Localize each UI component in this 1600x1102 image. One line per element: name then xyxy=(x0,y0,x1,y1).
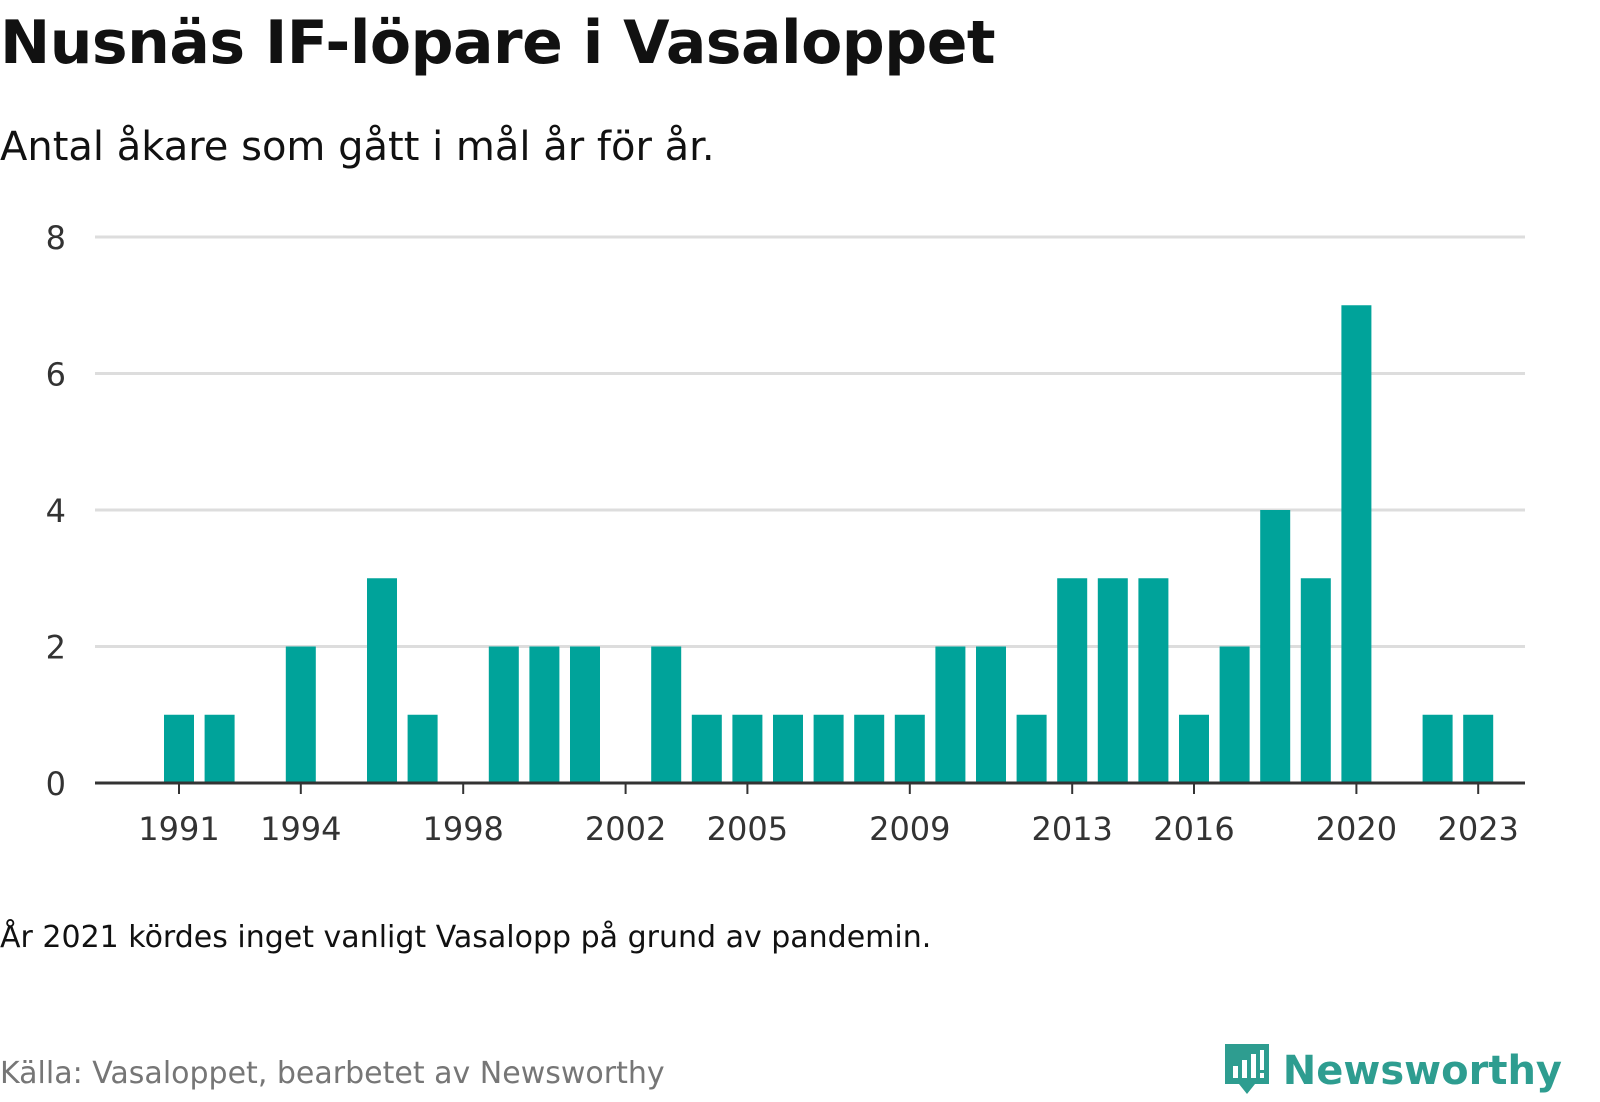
bar-1992 xyxy=(204,714,235,783)
bar-2017 xyxy=(1219,646,1250,783)
y-tick-label: 0 xyxy=(46,765,66,803)
x-tick-label: 1994 xyxy=(260,810,341,848)
bar-2006 xyxy=(773,714,803,783)
x-tick-label: 2013 xyxy=(1031,810,1112,848)
bar-2010 xyxy=(935,646,966,783)
chart-title: Nusnäs IF-löpare i Vasaloppet xyxy=(0,8,996,78)
y-tick-label: 6 xyxy=(46,356,66,394)
bar-2000 xyxy=(529,646,560,783)
bar-2014 xyxy=(1097,578,1128,783)
bar-1996 xyxy=(367,578,397,783)
newsworthy-logo-text: Newsworthy xyxy=(1282,1048,1562,1094)
bar-2011 xyxy=(976,646,1006,783)
source-credit: Källa: Vasaloppet, bearbetet av Newswort… xyxy=(0,1056,665,1091)
bar-2003 xyxy=(651,646,682,783)
bar-2015 xyxy=(1138,578,1169,783)
bar-1994 xyxy=(285,646,316,783)
newsworthy-logo: Newsworthy xyxy=(1221,1040,1562,1102)
x-tick-label: 2002 xyxy=(585,810,666,848)
x-tick-label: 1998 xyxy=(422,810,503,848)
bar-2019 xyxy=(1300,578,1331,783)
y-tick-label: 2 xyxy=(46,629,66,667)
newsworthy-logo-icon xyxy=(1221,1040,1273,1102)
bar-2022 xyxy=(1422,714,1453,783)
bar-2013 xyxy=(1057,578,1088,783)
bar-2005 xyxy=(732,714,763,783)
chart-subtitle: Antal åkare som gått i mål år för år. xyxy=(0,124,715,170)
x-tick-label: 2020 xyxy=(1316,810,1397,848)
bar-2004 xyxy=(691,714,722,783)
y-tick-label: 4 xyxy=(46,492,66,530)
y-tick-label: 8 xyxy=(46,219,66,257)
bar-2008 xyxy=(854,714,885,783)
axes: 0 2 4 6 8 1991 1994 1998 2002 2005 2009 2013 2016 202… xyxy=(46,219,1525,848)
bar-2009 xyxy=(894,714,925,783)
bar-1991 xyxy=(164,714,194,783)
bar-2023 xyxy=(1463,714,1494,783)
bar-2001 xyxy=(570,646,600,783)
bar-2012 xyxy=(1016,714,1047,783)
chart-note: År 2021 kördes inget vanligt Vasalopp på… xyxy=(0,920,932,955)
bar-1999 xyxy=(488,646,519,783)
bars xyxy=(164,305,1494,783)
bar-2007 xyxy=(813,714,844,783)
bar-2016 xyxy=(1179,714,1209,783)
bar-2020 xyxy=(1341,305,1372,783)
x-tick-label: 2023 xyxy=(1437,810,1518,848)
x-tick-label: 2005 xyxy=(707,810,788,848)
x-tick-label: 2009 xyxy=(869,810,950,848)
bar-1997 xyxy=(407,714,438,783)
x-tick-label: 2016 xyxy=(1153,810,1234,848)
x-tick-label: 1991 xyxy=(138,810,219,848)
bar-chart: 0 2 4 6 8 1991 1994 1998 2002 2005 2009 2013 2016 202… xyxy=(46,219,1525,848)
bar-2018 xyxy=(1260,510,1291,783)
